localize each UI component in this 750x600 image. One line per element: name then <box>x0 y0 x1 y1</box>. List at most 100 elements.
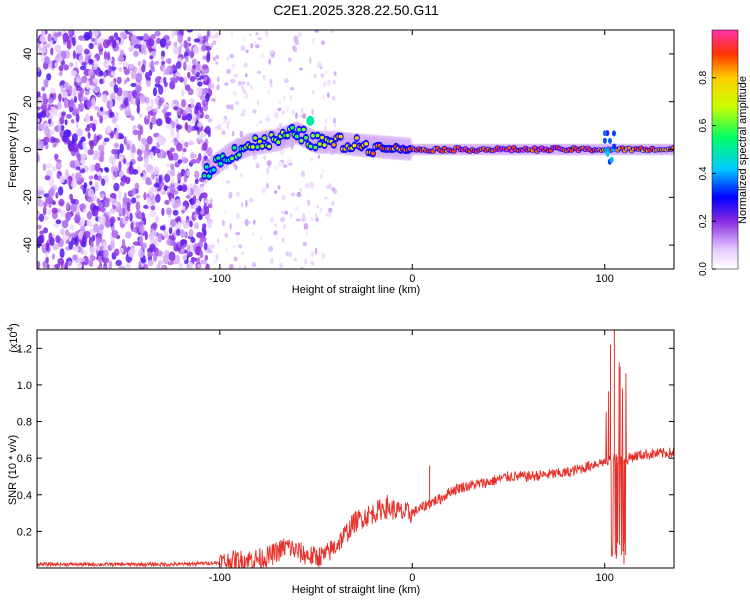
spectrogram-speckle <box>47 209 52 216</box>
spectrogram-speckle <box>96 37 103 44</box>
spectrogram-speckle <box>186 113 193 122</box>
spectrogram-speckle <box>118 161 122 171</box>
colorbar-tick-label: 0.0 <box>698 262 709 276</box>
spectrogram-speckle <box>88 68 94 77</box>
spectrogram-speckle <box>223 210 227 214</box>
spectrogram-speckle <box>208 84 212 89</box>
spectrogram-speckle <box>43 43 47 54</box>
spectrogram-speckle <box>125 263 130 269</box>
spectrogram-speckle <box>244 219 249 227</box>
spectrogram-speckle <box>240 172 243 178</box>
spectrogram-speckle <box>79 65 87 71</box>
spectrogram-speckle <box>130 70 137 80</box>
spectrogram-speckle <box>263 155 267 161</box>
spectrogram-speckle <box>235 232 241 236</box>
spectrogram-speckle <box>292 46 298 53</box>
spectrogram-speckle <box>266 182 269 189</box>
spectrogram-speckle <box>132 124 137 130</box>
spectrogram-speckle <box>68 175 72 186</box>
spectrogram-ridge-core <box>315 133 320 138</box>
spectrogram-speckle <box>37 112 44 118</box>
spectrogram-speckle <box>61 111 66 117</box>
spectrogram-speckle <box>54 153 58 162</box>
spectrogram-speckle <box>183 40 188 49</box>
spectrogram-speckle <box>88 42 94 50</box>
spectrogram-speckle <box>137 155 144 162</box>
spectrogram-speckle <box>114 153 119 160</box>
spectrogram-speckle <box>254 44 260 49</box>
spectrogram-speckle <box>288 158 292 164</box>
spectrogram-speckle <box>56 55 64 62</box>
spectrogram-speckle <box>203 204 207 211</box>
spectrogram-speckle <box>70 180 78 188</box>
spectrogram-speckle <box>75 172 82 182</box>
spectrogram-speckle <box>238 265 241 269</box>
spectrogram-speckle <box>150 200 154 206</box>
spectrogram-speckle <box>97 175 102 181</box>
spectrogram-speckle <box>244 94 249 100</box>
spectrogram-speckle <box>80 177 85 183</box>
spectrogram-speckle <box>256 70 262 74</box>
spectrogram-speckle <box>96 198 101 204</box>
spectrogram-speckle <box>88 58 94 65</box>
spectrogram-speckle <box>65 169 69 177</box>
spectrogram-speckle <box>210 198 213 205</box>
spectrogram-speckle <box>75 85 83 92</box>
spectrogram-speckle <box>59 175 65 184</box>
spectrogram-speckle <box>122 91 129 96</box>
spectrogram-ridge-core <box>290 125 295 130</box>
spectrogram-speckle <box>240 44 246 52</box>
spectrogram-speckle <box>161 190 167 196</box>
spectrogram-speckle <box>136 194 141 199</box>
spectrogram-blob <box>306 115 315 126</box>
snr-multiplier: (x104) <box>6 323 20 353</box>
spectrogram-speckle <box>87 197 93 203</box>
spectrogram-speckle <box>194 187 201 196</box>
spectrogram-speckle <box>295 206 300 211</box>
spectrogram-speckle <box>176 133 180 141</box>
spectrogram-speckle <box>174 182 180 187</box>
spectrogram-speckle <box>188 261 194 269</box>
spectrogram-speckle <box>103 51 108 60</box>
spectrogram-speckle <box>293 257 298 262</box>
spectrogram-speckle <box>333 122 337 129</box>
spectrogram-speckle <box>204 114 210 120</box>
spectrogram-speckle <box>117 55 125 62</box>
spectrogram-speckle <box>108 65 112 75</box>
spectrogram-speckle <box>212 35 216 39</box>
spectrogram-speckle <box>135 201 141 211</box>
spectrogram-speckle <box>92 155 97 160</box>
spectrogram-speckle <box>317 154 321 160</box>
spectrogram-speckle <box>177 34 183 44</box>
spectrogram-speckle <box>204 125 211 135</box>
spectrogram-speckle <box>277 100 283 104</box>
spectrogram-speckle <box>200 95 205 101</box>
spectrogram-speckle <box>82 141 87 149</box>
spectrogram-speckle <box>215 31 220 39</box>
spectrogram-speckle <box>245 49 249 53</box>
spectrogram-speckle <box>273 190 278 194</box>
spectrogram-speckle <box>79 203 86 210</box>
spectrogram-speckle <box>72 254 77 261</box>
spectrogram-speckle <box>207 203 213 209</box>
spectrogram-speckle <box>132 129 139 136</box>
spectrogram-speckle <box>146 198 151 208</box>
spectrogram-speckle <box>202 132 207 138</box>
spectrogram-speckle <box>289 94 292 101</box>
spectrogram-speckle <box>153 182 160 188</box>
spectrogram-speckle <box>192 195 197 205</box>
x-tick-label: -100 <box>209 572 231 584</box>
spectrogram-speckle <box>137 131 142 142</box>
spectrogram-speckle <box>196 86 203 97</box>
y-tick-label: 40 <box>22 48 34 60</box>
spectrogram-speckle <box>181 99 187 108</box>
spectrogram-speckle <box>165 124 173 129</box>
spectrogram-speckle <box>50 88 56 94</box>
y-tick-label: 1.2 <box>17 343 32 355</box>
spectrogram-speckle <box>189 220 193 228</box>
spectrogram-speckle <box>197 81 203 87</box>
spectrogram-speckle <box>233 163 236 168</box>
spectrogram-speckle <box>156 118 163 127</box>
spectrogram-speckle <box>327 92 330 98</box>
spectrogram-speckle <box>102 93 108 103</box>
